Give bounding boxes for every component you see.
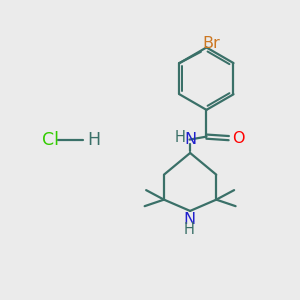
Text: N: N bbox=[184, 132, 196, 147]
Text: Cl: Cl bbox=[41, 130, 58, 148]
Text: H: H bbox=[87, 130, 100, 148]
Text: O: O bbox=[232, 130, 245, 146]
Text: N: N bbox=[184, 212, 196, 226]
Text: Br: Br bbox=[202, 36, 220, 51]
Text: H: H bbox=[174, 130, 185, 145]
Text: H: H bbox=[184, 222, 195, 237]
